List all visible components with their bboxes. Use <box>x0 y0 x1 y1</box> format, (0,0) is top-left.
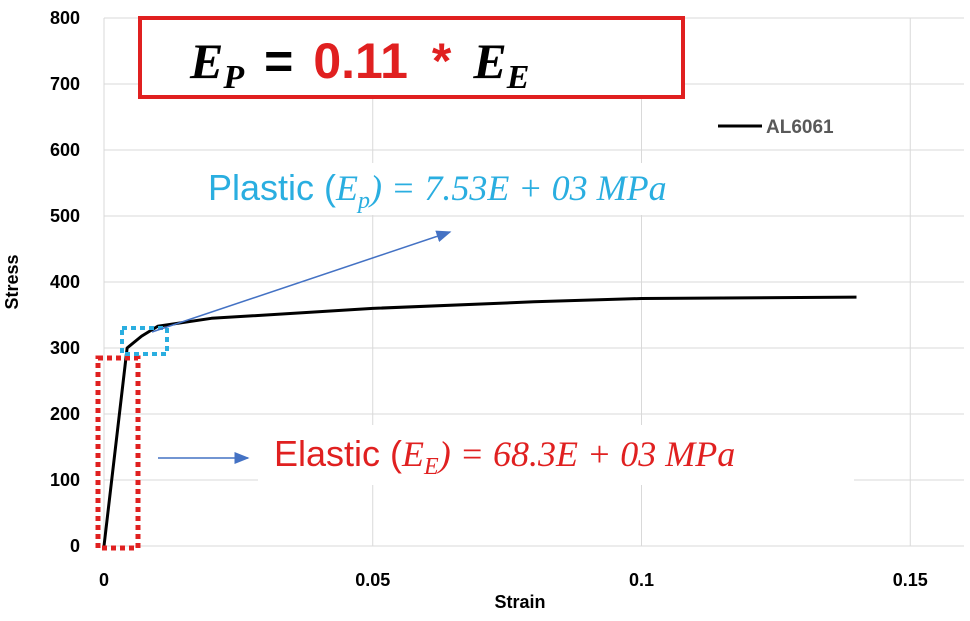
annotation-symbol: E <box>401 434 424 474</box>
y-tick-label: 0 <box>70 536 80 556</box>
plastic-region-box <box>120 326 169 356</box>
x-tick-label: 0.15 <box>893 570 928 590</box>
series-line <box>102 295 857 547</box>
y-tick-label: 800 <box>50 8 80 28</box>
equation-symbol: E <box>189 33 223 89</box>
equation-box <box>138 16 685 99</box>
y-tick-label: 400 <box>50 272 80 292</box>
elastic-annotation: Elastic (EE) = 68.3E + 03 MPa <box>274 433 735 480</box>
annotation-background <box>258 425 854 485</box>
plastic-arrow <box>151 230 452 333</box>
equation-equals: = <box>264 33 293 89</box>
annotation-subscript: p <box>356 188 370 214</box>
annotation-text: ) = 7.53E + 03 MPa <box>368 168 667 208</box>
y-tick-label: 300 <box>50 338 80 358</box>
annotation-text: ) = 68.3E + 03 MPa <box>437 434 736 474</box>
y-tick-label: 700 <box>50 74 80 94</box>
x-axis-label: Strain <box>494 592 545 612</box>
y-tick-label: 600 <box>50 140 80 160</box>
equation: EP = 0.11 * EE <box>189 33 529 96</box>
legend-label: AL6061 <box>766 117 834 138</box>
annotation-text: Elastic ( <box>274 433 402 474</box>
annotation-subscript: E <box>423 454 439 480</box>
equation-subscript: P <box>222 59 244 96</box>
x-tick-label: 0.05 <box>355 570 390 590</box>
annotation-background <box>182 163 782 215</box>
elastic-region-box <box>95 355 141 551</box>
equation-subscript: E <box>506 59 530 96</box>
y-tick-label: 500 <box>50 206 80 226</box>
equation-symbol: E <box>472 33 506 89</box>
plastic-annotation: Plastic (Ep) = 7.53E + 03 MPa <box>208 167 667 214</box>
y-tick-label: 200 <box>50 404 80 424</box>
x-tick-label: 0.1 <box>629 570 654 590</box>
x-tick-label: 0 <box>99 570 109 590</box>
y-axis-label: Stress <box>2 254 22 309</box>
y-tick-label: 100 <box>50 470 80 490</box>
annotation-text: Plastic ( <box>208 167 336 208</box>
equation-operator: * <box>432 33 452 89</box>
equation-coefficient: 0.11 <box>313 33 408 89</box>
annotation-symbol: E <box>335 168 358 208</box>
